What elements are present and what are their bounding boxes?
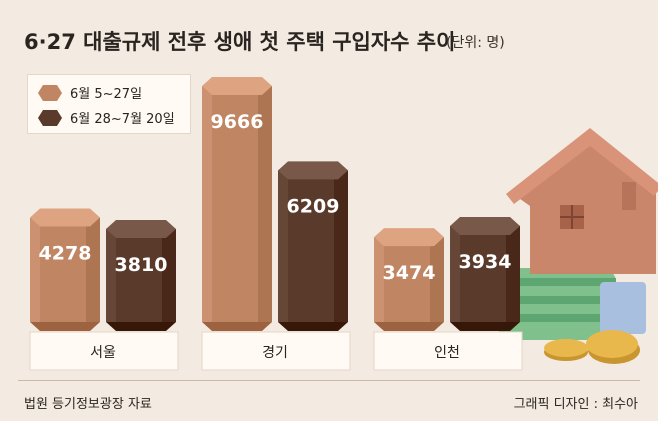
legend-label-1: 6월 5~27일 [70, 87, 143, 102]
bar: 3810 [106, 219, 176, 331]
bar-value-label: 3474 [383, 262, 436, 284]
legend-label-2: 6월 28~7월 20일 [70, 112, 175, 127]
bar-value-label: 3934 [459, 251, 512, 273]
unit-label: (단위: 명) [446, 35, 505, 51]
legend-item-2: 6월 28~7월 20일 [38, 108, 175, 127]
bar-value-label: 6209 [287, 195, 340, 217]
bar-chart: 서울 경기 인천 4278 3810 9666 6209 3474 3934 [29, 77, 658, 371]
category-panel [29, 331, 179, 371]
legend-swatch-1 [38, 84, 62, 101]
category-panel [373, 331, 523, 371]
house-and-money-illustration [498, 128, 658, 364]
cash-stack-icon [498, 268, 646, 340]
category-label: 인천 [434, 345, 460, 361]
chart-title: 6·27 대출규제 전후 생애 첫 주택 구입자수 추이 [24, 30, 456, 54]
bar-value-label: 4278 [39, 243, 92, 265]
bar: 6209 [278, 161, 348, 331]
coins-icon [544, 330, 640, 364]
source-note: 법원 등기정보광장 자료 [24, 397, 152, 412]
footer-divider [18, 380, 640, 381]
category-label: 서울 [90, 345, 116, 361]
bar: 3474 [374, 228, 444, 331]
bar: 9666 [202, 77, 272, 331]
graphic-credit: 그래픽 디자인 : 최수아 [513, 397, 638, 412]
legend-swatch-2 [38, 109, 62, 126]
house-icon [506, 128, 658, 274]
bar: 3934 [450, 216, 520, 331]
bar-value-label: 3810 [115, 254, 168, 276]
legend: 6월 5~27일 6월 28~7월 20일 [27, 74, 191, 134]
bar-value-label: 9666 [211, 111, 264, 133]
bar: 4278 [30, 208, 100, 331]
legend-item-1: 6월 5~27일 [38, 83, 142, 102]
category-label: 경기 [262, 345, 288, 361]
category-panel [201, 331, 351, 371]
